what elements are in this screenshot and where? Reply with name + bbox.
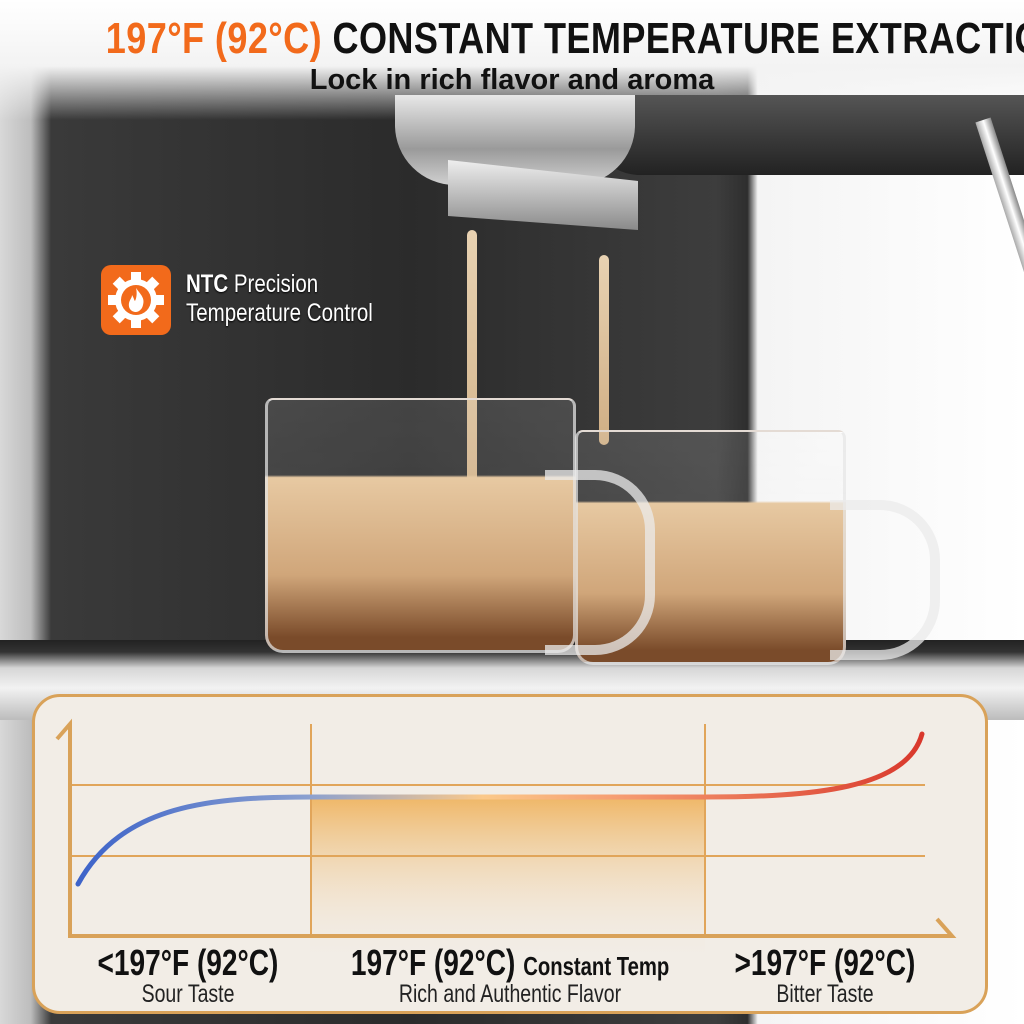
headline: 197°F (92°C) CONSTANT TEMPERATURE EXTRAC… (0, 14, 1024, 64)
cup-handle-left (545, 470, 655, 655)
glass-cup-left (265, 398, 576, 653)
headline-temperature: 197°F (92°C) (105, 14, 323, 63)
zone-taste-optimal: Rich and Authentic Flavor (398, 980, 622, 1008)
zone-label-low: <197°F (92°C) Sour Taste (58, 942, 318, 1009)
optimal-zone-fill (310, 799, 705, 964)
zone-label-optimal: 197°F (92°C) Constant Temp Rich and Auth… (300, 942, 720, 1009)
zone-taste-high: Bitter Taste (776, 980, 874, 1008)
zone-temp-high: >197°F (92°C) (734, 942, 916, 983)
cup-handle-right (830, 500, 940, 660)
zone-label-high: >197°F (92°C) Bitter Taste (695, 942, 955, 1009)
chart-axes (55, 718, 957, 938)
coffee-stream-right (599, 255, 609, 445)
machine-top-arm (590, 95, 1024, 175)
feature-callout: NTC Precision Temperature Control (186, 270, 373, 328)
feature-title-bold: NTC (186, 270, 229, 298)
zone-temp-optimal: 197°F (92°C) (350, 942, 516, 983)
feature-line2: Temperature Control (186, 299, 373, 327)
feature-title-rest: Precision (233, 270, 319, 298)
headline-text: CONSTANT TEMPERATURE EXTRACTION (332, 14, 1024, 63)
subheadline: Lock in rich flavor and aroma (309, 64, 715, 96)
zone-taste-low: Sour Taste (141, 980, 235, 1008)
temperature-curve (75, 731, 925, 887)
zone-temp-low: <197°F (92°C) (97, 942, 279, 983)
gear-flame-icon (101, 265, 171, 335)
coffee-stream-left (467, 230, 477, 520)
temperature-curve-chart (55, 718, 957, 964)
zone-suffix-optimal: Constant Temp (523, 951, 670, 981)
